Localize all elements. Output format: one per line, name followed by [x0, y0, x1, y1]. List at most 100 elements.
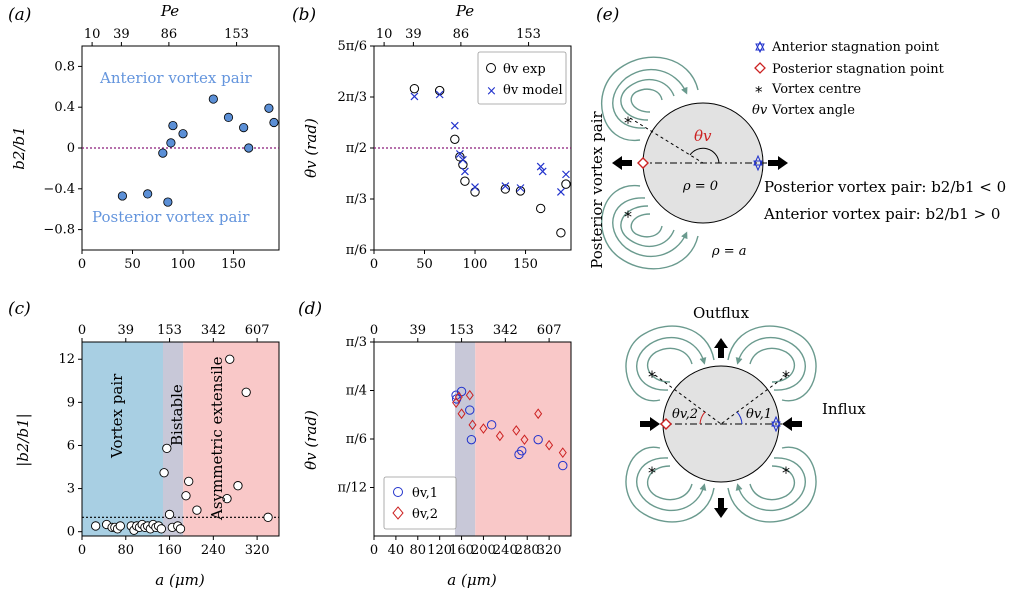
panel-c-xlabel: a (μm)	[155, 571, 205, 589]
influx-arrow-left-icon	[640, 417, 660, 431]
x-tick-label: 0	[370, 543, 378, 558]
data-point	[117, 191, 128, 201]
data-point	[515, 186, 526, 196]
data-point	[520, 434, 529, 446]
data-point	[184, 476, 194, 487]
data-point	[175, 524, 186, 534]
x-tick-label: 240	[493, 543, 518, 558]
top-tick-label: 153	[157, 323, 182, 338]
posterior-diamond-icon	[754, 62, 766, 74]
data-point	[501, 182, 510, 190]
y-tick-label: 2π/3	[338, 90, 367, 105]
svg-text:*: *	[624, 207, 632, 226]
region-band	[183, 342, 279, 536]
panel-a-points	[117, 94, 279, 207]
data-point	[158, 148, 168, 158]
data-point	[223, 112, 234, 123]
panel-d-ylabel: θv (rad)	[302, 410, 320, 470]
arrow-left-icon-2	[768, 156, 788, 170]
data-point	[164, 509, 175, 520]
data-point	[471, 183, 479, 191]
x-tick-label: 0	[78, 257, 86, 272]
data-point	[558, 460, 568, 471]
data-point	[516, 184, 525, 192]
panel-b-top-label: Pe	[455, 2, 474, 20]
panel-a-posterior-annotation: Posterior vortex pair	[92, 208, 250, 226]
y-tick-label: 0	[67, 141, 75, 156]
region-band	[162, 342, 184, 536]
y-tick-label: 0.8	[54, 59, 75, 74]
x-tick-label: 240	[201, 543, 226, 558]
panel-b-points	[409, 83, 571, 238]
y-tick-label: 3	[67, 482, 75, 497]
panel-c-ylabel: |b2/b1|	[14, 413, 32, 466]
outflux-label: Outflux	[693, 304, 750, 322]
panel-e: (e) Anterior stagnation point Posterior …	[588, 5, 1006, 523]
data-point	[466, 434, 477, 445]
top-tick-label: 607	[245, 323, 270, 338]
panel-b-legend: θv exp × θv model	[477, 51, 567, 105]
region-band	[454, 342, 476, 536]
panel-a-anterior-annotation: Anterior vortex pair	[99, 69, 252, 87]
region-label-bistable: Bistable	[168, 384, 186, 446]
data-point	[517, 446, 527, 456]
quad-vortices	[625, 325, 817, 523]
data-point	[470, 187, 480, 197]
legend-exp-marker	[486, 63, 496, 73]
top-tick-label: 342	[201, 323, 226, 338]
legend-anterior: Anterior stagnation point	[771, 40, 940, 55]
x-tick-label: 200	[471, 543, 496, 558]
top-tick-label: 39	[118, 323, 135, 338]
data-point	[538, 167, 547, 176]
panel-a-ylabel: b2/b1	[10, 126, 28, 169]
arrow-left-icon	[612, 156, 632, 170]
asymmetric-schematic: * * * * θv,2 θv,1 Outflux Influx	[625, 304, 866, 523]
data-point	[460, 167, 469, 176]
anterior-point-marker-2	[771, 415, 781, 433]
region-label-vortex-pair: Vortex pair	[108, 373, 126, 459]
panel-c-frame	[81, 341, 280, 537]
panel-c: (c) |b2/b1| 0 80 160 240 320 0 39 153 342 607 03…	[8, 299, 280, 589]
x-tick-label: 150	[221, 257, 246, 272]
y-tick-label: π/6	[346, 432, 367, 447]
top-tick-label: 39	[405, 27, 422, 42]
legend-posterior: Posterior stagnation point	[772, 62, 945, 77]
top-tick-label: 153	[516, 27, 541, 42]
posterior-point-marker	[637, 157, 649, 169]
x-tick-label: 120	[427, 543, 452, 558]
x-tick-label: 0	[370, 257, 378, 272]
legend-angle: Vortex angle	[771, 103, 855, 118]
region-band	[82, 342, 163, 536]
x-tick-label: 160	[157, 543, 182, 558]
data-point	[264, 103, 274, 113]
data-point	[91, 521, 101, 531]
data-point	[241, 387, 251, 397]
panel-d-y-ticks: π/12 π/6 π/4 π/3	[338, 335, 374, 496]
data-point	[233, 481, 243, 491]
x-tick-label: 40	[388, 543, 405, 558]
data-point	[533, 434, 543, 445]
data-point	[486, 420, 497, 430]
rho-a-label: ρ = a	[711, 244, 747, 259]
data-point	[479, 423, 488, 434]
y-tick-label: 9	[67, 395, 75, 410]
data-point	[410, 92, 419, 101]
panel-b-y-ticks: π/6 π/3 π/2 2π/3 5π/6	[338, 39, 374, 258]
data-point	[534, 408, 543, 420]
data-point	[495, 430, 504, 442]
svg-text:*: *	[782, 367, 790, 386]
top-tick-label: 39	[113, 27, 130, 42]
data-point	[500, 184, 511, 194]
data-point	[545, 439, 554, 451]
top-tick-label: 153	[224, 27, 249, 42]
panel-b-legend-model: θv model	[503, 83, 563, 98]
top-tick-label: 0	[370, 323, 378, 338]
x-tick-label: 150	[513, 257, 538, 272]
data-point	[156, 524, 166, 534]
vortex-centre-asterisk-icon: *	[755, 83, 763, 101]
legend-model-marker: ×	[486, 84, 497, 99]
panel-d-legend: θv,1 θv,2	[383, 476, 457, 530]
region-band	[475, 342, 571, 536]
data-point	[409, 83, 420, 94]
data-point	[239, 123, 249, 133]
